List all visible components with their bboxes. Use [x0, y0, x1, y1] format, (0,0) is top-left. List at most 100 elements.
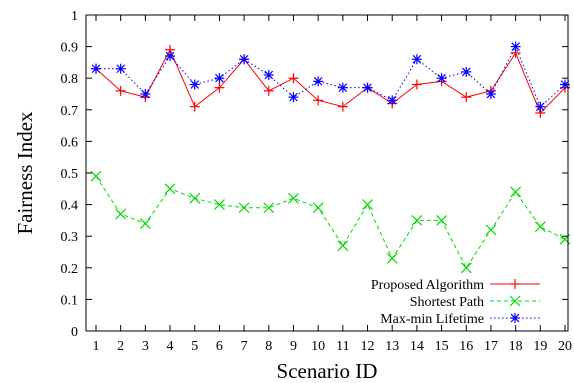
- data-point-max-min-lifetime: [91, 63, 101, 74]
- data-point-shortest-path: [485, 224, 497, 236]
- data-point-proposed-algorithm: [411, 79, 422, 90]
- data-point-shortest-path: [189, 192, 201, 204]
- plot-area-frame: [85, 14, 569, 332]
- data-point-proposed-algorithm: [313, 95, 324, 106]
- legend-item-max-min-lifetime: Max-min Lifetime: [380, 312, 540, 327]
- data-point-shortest-path: [263, 202, 275, 214]
- legend-swatch-marker: [510, 279, 520, 289]
- y-tick-label: 0.7: [61, 104, 79, 119]
- y-tick-label: 0.9: [61, 41, 79, 56]
- x-tick-label: 2: [117, 339, 124, 354]
- data-point-shortest-path: [238, 202, 250, 214]
- y-tick-label: 0.8: [61, 72, 79, 87]
- y-tick-label: 0.6: [61, 135, 79, 150]
- y-tick-label: 0.1: [61, 293, 79, 308]
- data-point-proposed-algorithm: [288, 73, 299, 84]
- x-tick-label: 7: [241, 339, 248, 354]
- y-axis-ticks: 0 0.1 0.2 0.3 0.4 0.5 0.6 0.7 0.8 0.9 1: [61, 9, 568, 340]
- data-point-max-min-lifetime: [263, 70, 274, 81]
- x-axis-ticks: 1 2 3 4 5 6 7 8 9 10 11 12 13 14 15 16 17 18 19 20: [93, 15, 572, 354]
- data-point-max-min-lifetime: [140, 89, 151, 99]
- data-point-shortest-path: [460, 262, 472, 274]
- data-point-shortest-path: [115, 208, 127, 220]
- x-tick-label: 18: [509, 339, 523, 354]
- data-point-max-min-lifetime: [535, 101, 546, 112]
- data-point-max-min-lifetime: [239, 54, 250, 65]
- data-point-max-min-lifetime: [165, 51, 176, 62]
- data-point-shortest-path: [288, 192, 299, 204]
- x-tick-label: 6: [216, 339, 223, 354]
- x-tick-label: 5: [191, 339, 198, 354]
- y-axis-title: Fairness Index: [13, 111, 37, 235]
- y-tick-label: 0.2: [61, 262, 79, 277]
- x-tick-label: 1: [93, 339, 100, 354]
- data-point-max-min-lifetime: [461, 66, 472, 77]
- data-point-proposed-algorithm: [337, 101, 348, 112]
- data-point-max-min-lifetime: [115, 63, 126, 74]
- data-point-max-min-lifetime: [436, 73, 447, 84]
- series-shortest-path: [90, 170, 571, 274]
- legend-label: Shortest Path: [410, 295, 484, 310]
- data-point-shortest-path: [362, 199, 373, 211]
- series-line-shortest-path: [95, 175, 566, 269]
- x-tick-label: 10: [311, 339, 325, 354]
- data-point-shortest-path: [534, 221, 546, 233]
- legend: Proposed Algorithm Shortest Path Max-min L…: [371, 278, 540, 327]
- data-point-max-min-lifetime: [411, 54, 422, 65]
- data-point-shortest-path: [164, 183, 176, 195]
- y-tick-label: 0: [71, 325, 78, 340]
- data-point-proposed-algorithm: [214, 82, 225, 93]
- x-tick-label: 9: [290, 339, 297, 354]
- data-point-max-min-lifetime: [189, 79, 200, 90]
- x-tick-label: 16: [459, 339, 473, 354]
- x-tick-label: 4: [167, 339, 174, 354]
- series-max-min-lifetime: [91, 41, 570, 112]
- x-tick-label: 19: [533, 339, 547, 354]
- data-point-shortest-path: [213, 199, 225, 211]
- series-line-max-min-lifetime: [96, 45, 566, 108]
- y-tick-label: 1: [71, 9, 78, 24]
- data-point-proposed-algorithm: [461, 92, 472, 103]
- legend-item-shortest-path: Shortest Path: [410, 295, 540, 310]
- legend-label: Proposed Algorithm: [371, 278, 484, 293]
- data-point-proposed-algorithm: [189, 101, 200, 112]
- y-tick-label: 0.3: [61, 230, 79, 245]
- data-point-shortest-path: [312, 202, 324, 214]
- legend-swatch-marker: [509, 295, 521, 307]
- data-point-max-min-lifetime: [337, 82, 348, 93]
- data-point-proposed-algorithm: [115, 85, 126, 96]
- x-tick-label: 20: [558, 339, 572, 354]
- data-point-max-min-lifetime: [485, 89, 496, 99]
- data-point-shortest-path: [386, 252, 398, 264]
- x-tick-label: 3: [142, 339, 149, 354]
- data-point-max-min-lifetime: [313, 76, 324, 87]
- x-axis-title: Scenario ID: [277, 359, 378, 383]
- legend-label: Max-min Lifetime: [380, 312, 484, 327]
- series-layer: [90, 41, 571, 274]
- data-point-max-min-lifetime: [510, 41, 521, 52]
- data-point-proposed-algorithm: [263, 85, 274, 96]
- data-point-max-min-lifetime: [214, 73, 225, 84]
- x-tick-label: 11: [336, 339, 349, 354]
- y-tick-label: 0.5: [61, 167, 79, 182]
- data-point-shortest-path: [139, 218, 151, 229]
- data-point-max-min-lifetime: [362, 82, 373, 93]
- x-tick-label: 14: [410, 339, 424, 354]
- legend-item-proposed-algorithm: Proposed Algorithm: [371, 278, 540, 293]
- data-point-shortest-path: [436, 214, 448, 226]
- data-point-shortest-path: [90, 170, 102, 182]
- data-point-max-min-lifetime: [288, 92, 299, 103]
- x-tick-label: 8: [265, 339, 272, 354]
- x-tick-label: 13: [385, 339, 399, 354]
- data-point-shortest-path: [411, 214, 423, 226]
- series-proposed-algorithm: [91, 44, 570, 118]
- data-point-shortest-path: [510, 186, 522, 198]
- x-tick-label: 15: [435, 339, 449, 354]
- legend-swatch-marker: [510, 313, 520, 323]
- data-point-shortest-path: [337, 240, 349, 252]
- data-point-max-min-lifetime: [387, 95, 398, 106]
- x-tick-label: 17: [484, 339, 498, 354]
- series-line-proposed-algorithm: [95, 48, 566, 114]
- y-tick-label: 0.4: [61, 199, 79, 214]
